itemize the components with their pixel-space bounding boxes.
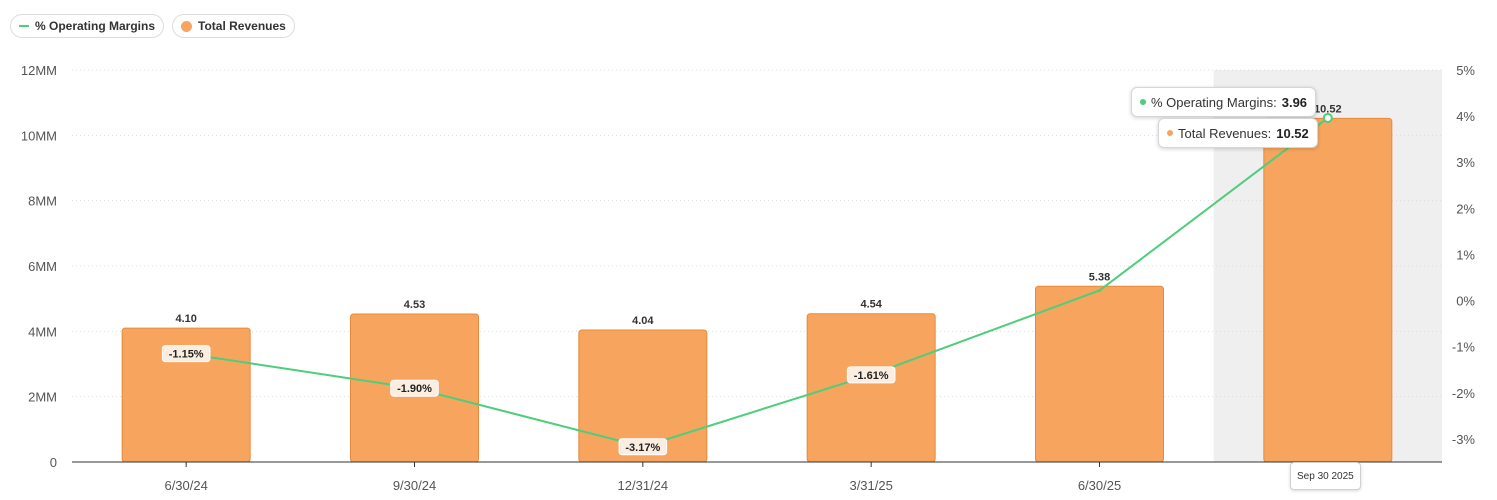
pct-label-bg	[618, 438, 668, 456]
pct-value-label: -1.90%	[397, 383, 432, 395]
bar-value-label: 4.04	[632, 315, 654, 327]
x-axis-tooltip-label: Sep 30 2025	[1297, 470, 1354, 482]
line-swatch-icon	[19, 25, 29, 27]
y-right-tick-label: 2%	[1456, 201, 1475, 216]
pct-label-bg	[390, 379, 439, 397]
bar-value-label: 10.52	[1314, 103, 1342, 115]
legend-item-operating-margins[interactable]: % Operating Margins	[10, 14, 165, 38]
y-right-tick-label: 5%	[1456, 63, 1475, 78]
y-right-tick-label: 0%	[1456, 294, 1475, 309]
y-left-tick-label: 0	[50, 455, 57, 470]
x-tick-label: 12/31/24	[618, 478, 669, 493]
y-left-tick-label: 2MM	[28, 390, 57, 405]
y-left-tick-label: 6MM	[28, 259, 57, 274]
y-right-tick-label: 1%	[1456, 247, 1475, 262]
green-dot-icon	[1140, 99, 1146, 105]
tooltip-line-value: 3.96	[1281, 94, 1308, 110]
pct-value-label: -3.17%	[625, 442, 660, 454]
y-right-tick-label: 3%	[1456, 155, 1475, 170]
y-right-tick-label: -1%	[1452, 340, 1476, 355]
pct-label-bg	[846, 366, 896, 384]
orange-dot-icon	[1167, 130, 1173, 136]
y-left-tick-label: 10MM	[21, 128, 57, 143]
tooltip-total-revenues: Total Revenues: 10.52	[1158, 118, 1318, 148]
y-left-tick-label: 4MM	[28, 324, 57, 339]
bar-value-label: 5.38	[1089, 271, 1110, 283]
legend-label-total-revenues: Total Revenues	[198, 19, 286, 33]
legend-label-operating-margins: % Operating Margins	[35, 19, 156, 33]
pct-value-label: -1.15%	[169, 349, 204, 361]
bar-swatch-icon	[181, 20, 193, 32]
y-left-tick-label: 12MM	[21, 63, 57, 78]
x-axis-tooltip: Sep 30 2025	[1290, 462, 1361, 490]
line-point-highlight	[1322, 112, 1333, 123]
bar-value-label: 4.10	[175, 313, 196, 325]
x-tick-label: 6/30/25	[1078, 478, 1121, 493]
bar-value-label: 4.54	[860, 299, 882, 311]
x-tick-label: 3/31/25	[849, 478, 892, 493]
legend: % Operating Margins Total Revenues	[10, 14, 295, 38]
x-tick-label: 6/30/24	[164, 478, 207, 493]
legend-item-total-revenues[interactable]: Total Revenues	[172, 14, 295, 38]
pct-label-bg	[161, 345, 211, 363]
y-right-tick-label: -3%	[1452, 432, 1476, 447]
y-left-tick-label: 8MM	[28, 194, 57, 209]
tooltip-bar-value: 10.52	[1276, 125, 1309, 141]
tooltip-operating-margins: % Operating Margins: 3.96	[1131, 87, 1317, 117]
tooltip-bar-label: Total Revenues:	[1178, 125, 1272, 141]
x-tick-label: 9/30/24	[393, 478, 436, 493]
bar	[1263, 117, 1393, 463]
bar	[1035, 285, 1164, 463]
operating-margin-line	[186, 117, 1329, 448]
pct-value-label: -1.61%	[854, 370, 889, 382]
tooltip-line-label: % Operating Margins:	[1151, 94, 1277, 110]
bar	[806, 313, 936, 463]
y-right-tick-label: -2%	[1452, 386, 1476, 401]
y-right-tick-label: 4%	[1456, 109, 1475, 124]
line-point	[1098, 288, 1101, 292]
bar-value-label: 4.53	[404, 299, 425, 311]
